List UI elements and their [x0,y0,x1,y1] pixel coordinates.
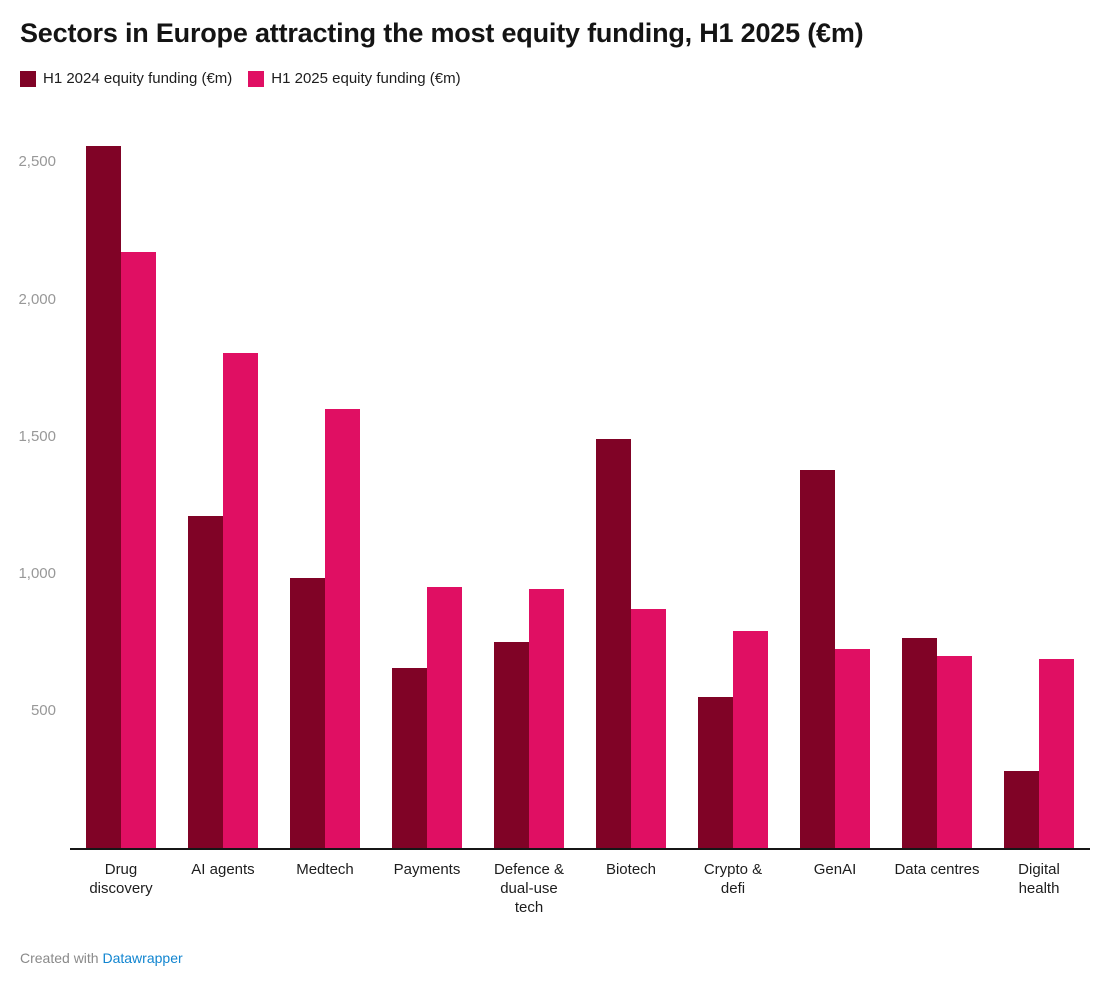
bar-group-medtech [274,137,376,848]
category-label: Data centres [894,861,980,878]
bar-h1-2024 [800,470,835,848]
category-label: Medtech [296,861,354,878]
bar-group-digital-health [988,137,1090,848]
datawrapper-link[interactable]: Datawrapper [102,950,183,966]
bar-h1-2025 [121,252,156,848]
legend-label-h1-2025: H1 2025 equity funding (€m) [271,70,461,87]
bar-h1-2025 [937,656,972,848]
legend-item-h1-2025: H1 2025 equity funding (€m) [248,70,461,87]
legend: H1 2024 equity funding (€m) H1 2025 equi… [20,70,461,87]
x-axis-labels: Drug discovery AI agents Medtech Payments De… [70,860,1090,917]
created-with-text: Created with [20,950,99,966]
bar-groups [70,137,1090,848]
bar-h1-2024 [188,516,223,848]
bar-h1-2025 [1039,659,1074,848]
legend-swatch-h1-2025 [248,70,265,87]
bar-h1-2024 [86,146,121,848]
chart-title: Sectors in Europe attracting the most eq… [20,18,864,48]
bar-group-drug-discovery [70,137,172,848]
y-tick-label: 500 [30,701,56,719]
y-tick-label: 1,500 [18,427,56,445]
bar-chart-plot-area: 500 1,000 1,500 2,000 2,500 [18,137,1090,850]
bar-group-biotech [580,137,682,848]
bar-h1-2025 [631,609,666,848]
bar-h1-2024 [698,697,733,848]
bar-h1-2025 [835,649,870,848]
category-label: Crypto & defi [703,861,763,897]
bar-h1-2024 [392,668,427,848]
bar-h1-2024 [1004,771,1039,848]
legend-item-h1-2024: H1 2024 equity funding (€m) [20,70,232,87]
bar-h1-2024 [902,638,937,848]
category-label: AI agents [191,861,255,878]
category-label: Digital health [1018,861,1060,897]
bar-h1-2024 [494,642,529,848]
category-label: Biotech [605,861,657,878]
legend-swatch-h1-2024 [20,70,36,87]
bar-group-data-centres [886,137,988,848]
legend-label-h1-2024: H1 2024 equity funding (€m) [43,70,233,87]
bar-group-payments [376,137,478,848]
y-tick-label: 2,500 [18,153,56,171]
category-label: GenAI [813,861,857,878]
category-label: Payments [393,861,461,878]
attribution: Created with Datawrapper [20,950,183,966]
bar-h1-2025 [325,409,360,848]
y-tick-label: 1,000 [18,564,56,582]
bar-h1-2024 [596,439,631,848]
y-tick-label: 2,000 [18,290,56,308]
category-label: Drug discovery [89,861,153,897]
bar-h1-2025 [427,587,462,848]
bar-h1-2025 [223,353,258,848]
bar-group-genai [784,137,886,848]
bar-group-defence-dual-use-tech [478,137,580,848]
bar-h1-2025 [529,589,564,848]
bar-group-crypto-defi [682,137,784,848]
bar-group-ai-agents [172,137,274,848]
bar-h1-2025 [733,631,768,848]
category-label: Defence & dual-use tech [493,861,565,916]
bar-h1-2024 [290,578,325,848]
